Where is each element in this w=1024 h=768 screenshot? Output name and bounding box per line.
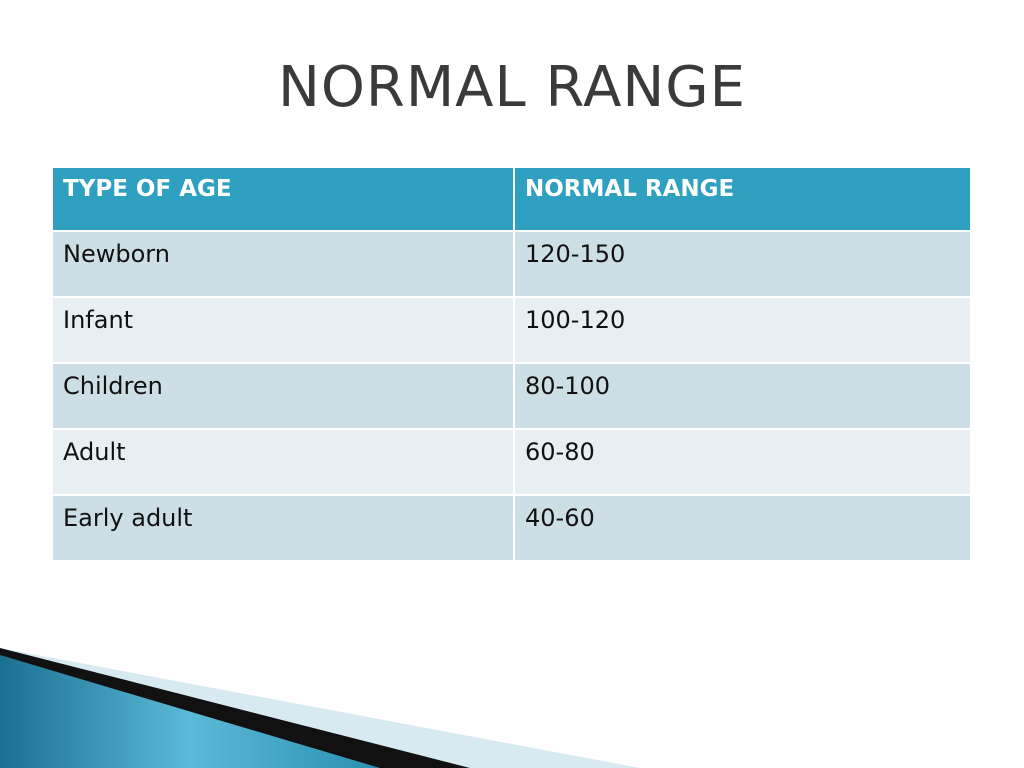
table-cell: 40-60 bbox=[513, 494, 972, 562]
table-row: Infant 100-120 bbox=[51, 296, 972, 364]
table-cell: 120-150 bbox=[513, 230, 972, 298]
table-cell: 80-100 bbox=[513, 362, 972, 430]
table-row: Newborn 120-150 bbox=[51, 230, 972, 298]
table-cell: Children bbox=[51, 362, 515, 430]
table-cell: Adult bbox=[51, 428, 515, 496]
table-row: Children 80-100 bbox=[51, 362, 972, 430]
header-cell: NORMAL RANGE bbox=[513, 166, 972, 232]
header-cell: TYPE OF AGE bbox=[51, 166, 515, 232]
table-row: Adult 60-80 bbox=[51, 428, 972, 496]
table-cell: 60-80 bbox=[513, 428, 972, 496]
table-cell: 100-120 bbox=[513, 296, 972, 364]
header-row: TYPE OF AGE NORMAL RANGE bbox=[51, 166, 972, 232]
table-cell: Infant bbox=[51, 296, 515, 364]
table-cell: Early adult bbox=[51, 494, 515, 562]
slide-title: NORMAL RANGE bbox=[277, 55, 747, 120]
table-row: Early adult 40-60 bbox=[51, 494, 972, 562]
table-cell: Newborn bbox=[51, 230, 515, 298]
range-table: TYPE OF AGE NORMAL RANGE Newborn 120-150 In… bbox=[51, 166, 972, 562]
